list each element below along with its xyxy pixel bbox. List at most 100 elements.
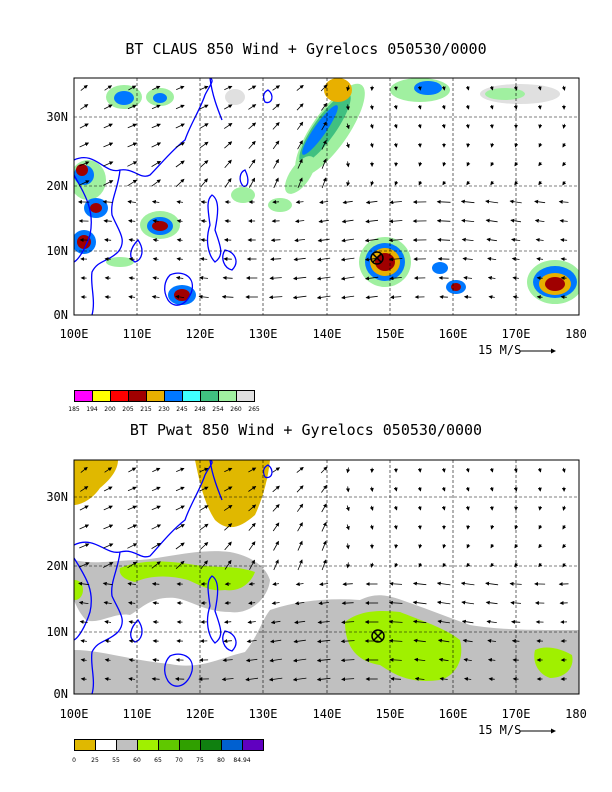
y-tick-label: 20N — [46, 559, 68, 573]
wind-vector — [246, 639, 257, 644]
wind-vector — [559, 218, 568, 223]
wind-vector — [513, 486, 518, 492]
wind-vector — [345, 524, 350, 531]
wind-vector — [364, 238, 379, 243]
wind-vector — [321, 139, 327, 150]
wind-vector — [297, 522, 303, 532]
wind-vector — [103, 180, 114, 186]
wind-vector — [489, 467, 494, 473]
wind-vector — [127, 161, 138, 167]
wind-vector — [463, 275, 473, 280]
wind-vector — [442, 161, 447, 167]
wind-vector — [461, 218, 475, 223]
wind-vector — [224, 620, 232, 624]
wind-vector — [345, 543, 350, 550]
wind-vector — [538, 161, 543, 167]
wind-vector — [103, 142, 114, 148]
scale-label-top: 15 M/S — [478, 343, 522, 357]
wind-vectors-top — [77, 84, 569, 300]
wind-vector — [104, 620, 112, 624]
wind-vector — [388, 619, 403, 624]
wind-vector — [441, 467, 446, 473]
wind-vector — [370, 180, 375, 186]
wind-vector — [78, 600, 89, 605]
wind-vector — [441, 104, 446, 110]
wind-vector — [487, 275, 496, 280]
wind-vector — [319, 200, 329, 205]
wind-vector — [248, 581, 255, 586]
wind-vector — [128, 276, 135, 281]
wind-vector — [537, 486, 542, 492]
wind-vector — [103, 123, 113, 129]
wind-vector — [79, 161, 90, 167]
cloud-top-fields — [74, 78, 579, 305]
y-tick-label: 10N — [46, 625, 68, 639]
wind-vector — [80, 486, 89, 492]
wind-vector — [414, 657, 426, 662]
wind-vector — [175, 505, 185, 511]
wind-vector — [511, 638, 520, 643]
wind-vector — [465, 505, 470, 511]
wind-vector — [127, 142, 138, 148]
colorbar-label: 84.94 — [233, 757, 251, 764]
wind-vector — [151, 542, 162, 549]
wind-vector — [200, 85, 209, 90]
wind-vector — [562, 123, 567, 129]
wind-vector — [537, 467, 542, 473]
wind-vector — [79, 543, 90, 549]
wind-vector — [560, 295, 567, 300]
wind-vector — [466, 544, 471, 549]
wind-vector — [199, 505, 209, 511]
wind-vector — [317, 238, 330, 243]
wind-vector — [321, 484, 328, 493]
wind-vector — [152, 257, 159, 262]
wind-vector — [151, 505, 161, 511]
wind-vector — [341, 295, 355, 300]
wind-vector — [294, 238, 306, 243]
x-tick-label: 130E — [249, 327, 278, 341]
wind-vector — [80, 677, 87, 682]
wind-vector — [389, 657, 402, 662]
wind-vector — [538, 562, 543, 568]
x-axis-labels-top: 100E 110E 120E 130E 140E 150E 160E 170E … — [60, 327, 587, 341]
wind-vector — [200, 257, 208, 261]
wind-vector — [393, 104, 398, 110]
wind-vector — [248, 486, 257, 492]
wind-vector — [127, 524, 138, 530]
wind-vector — [269, 276, 282, 281]
x-tick-label: 120E — [186, 327, 215, 341]
colorbar-label: 55 — [112, 757, 120, 764]
wind-vector — [490, 524, 495, 530]
wind-vector — [390, 295, 402, 300]
wind-vector — [345, 104, 350, 111]
wind-vector — [293, 276, 307, 281]
wind-vector — [151, 123, 161, 129]
wind-vector — [514, 142, 519, 148]
wind-vector — [200, 238, 207, 243]
wind-vector — [486, 619, 497, 624]
wind-vector — [128, 295, 136, 300]
wind-vector — [224, 85, 233, 91]
wind-vector — [224, 559, 232, 570]
wind-vector — [418, 181, 423, 186]
wind-vector — [489, 486, 494, 492]
wind-vector — [321, 503, 327, 513]
wind-vector — [270, 620, 281, 625]
y-tick-label: 30N — [46, 490, 68, 504]
wind-vector — [175, 276, 184, 280]
wind-vector — [248, 85, 257, 91]
colorbar-label: 230 — [158, 406, 170, 413]
wind-vector — [345, 161, 350, 168]
grid-top — [74, 78, 579, 315]
x-tick-label: 140E — [313, 707, 342, 721]
wind-vector — [248, 104, 257, 110]
x-tick-label: 180 — [565, 707, 587, 721]
wind-vector — [224, 104, 233, 110]
wind-vector — [463, 657, 472, 662]
wind-vector — [436, 581, 451, 586]
wind-vector — [321, 121, 327, 131]
wind-vector — [127, 543, 138, 549]
wind-vector — [103, 161, 114, 167]
wind-vector — [248, 159, 256, 169]
wind-vector — [272, 485, 280, 493]
